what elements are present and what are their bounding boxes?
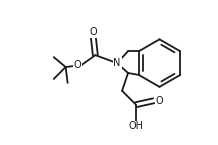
Text: O: O xyxy=(90,27,97,37)
Text: O: O xyxy=(74,60,81,70)
Text: OH: OH xyxy=(128,122,143,132)
Text: N: N xyxy=(113,58,121,68)
Text: O: O xyxy=(156,96,164,106)
